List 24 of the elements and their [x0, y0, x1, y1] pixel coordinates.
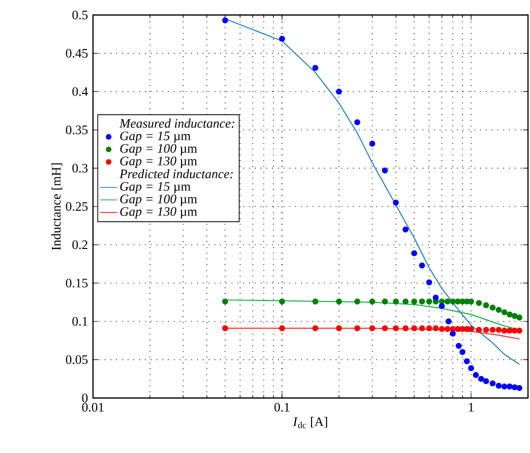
legend-label: Gap = 100 µm [120, 144, 198, 156]
legend-title: Measured inductance: [119, 118, 234, 128]
x-tick-label: 0.1 [274, 402, 290, 412]
y-tick-label: 0.4 [72, 87, 88, 96]
y-tick-label: 0 [82, 394, 88, 402]
legend-label: Gap = 100 µm [120, 194, 198, 206]
y-tick-label: 0.3 [72, 164, 88, 173]
annotation: Predicted inductance: [119, 169, 233, 178]
y-tick-label: 0.05 [66, 355, 88, 364]
y-tick-label: 0.25 [66, 202, 88, 211]
legend-label: Gap = 130 µm [120, 156, 198, 168]
y-axis-title: Inductance [mH] [51, 163, 62, 250]
x-tick-label: 0.01 [82, 402, 104, 412]
legend-label: Gap = 15 µm [120, 182, 191, 194]
x-tick-label: 1 [469, 402, 474, 412]
legend-label: Gap = 130 µm [120, 207, 198, 219]
y-tick-label: 0.2 [72, 240, 88, 250]
y-tick-label: 0.35 [66, 125, 88, 134]
y-tick-label: 0.15 [66, 278, 88, 288]
y-tick-label: 0.45 [66, 48, 88, 58]
y-tick-label: 0.5 [72, 10, 88, 20]
legend-label: Gap = 15 µm [120, 132, 191, 143]
y-tick-label: 0.1 [72, 316, 88, 326]
x-axis-title: I$_{dc}$ [A] [292, 416, 328, 428]
